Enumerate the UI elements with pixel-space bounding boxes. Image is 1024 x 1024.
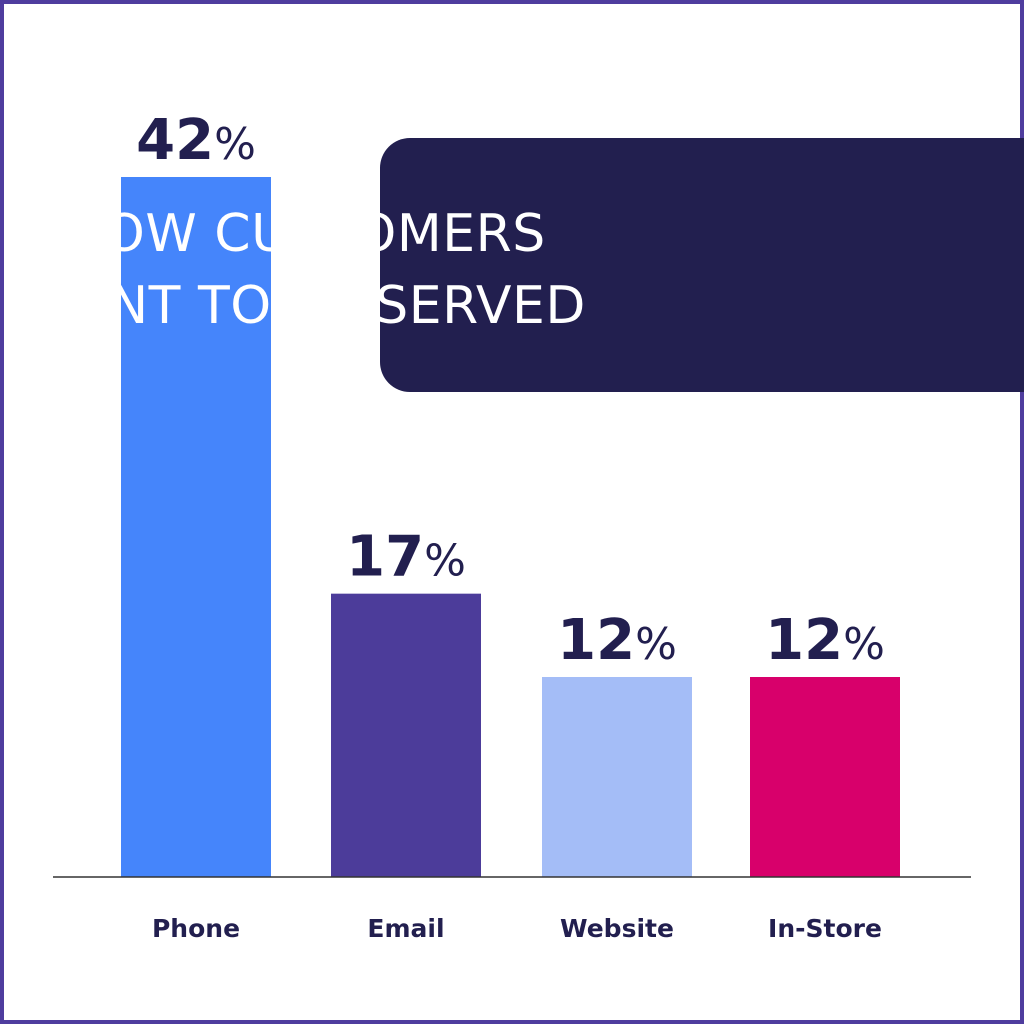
bar-email (331, 593, 481, 877)
value-label-in-store: 12% (765, 608, 885, 673)
bar-website (542, 677, 692, 877)
chart-title-line-1: HOW CUSTOMERS (64, 204, 546, 264)
category-label-phone: Phone (152, 914, 240, 943)
bars-group (121, 177, 900, 877)
value-label-website: 12% (557, 608, 677, 673)
value-label-phone: 42% (136, 108, 256, 173)
value-labels-group: 42% 17% 12% 12% (136, 108, 885, 673)
bar-phone (121, 177, 271, 877)
chart-title-line-2: WANT TO BE SERVED (24, 276, 586, 336)
category-labels-group: Phone Email Website In-Store (152, 914, 882, 943)
category-label-email: Email (367, 914, 444, 943)
category-label-website: Website (560, 914, 674, 943)
category-label-in-store: In-Store (768, 914, 882, 943)
title-box (380, 138, 1024, 392)
value-label-email: 17% (346, 525, 466, 590)
bar-in-store (750, 677, 900, 877)
